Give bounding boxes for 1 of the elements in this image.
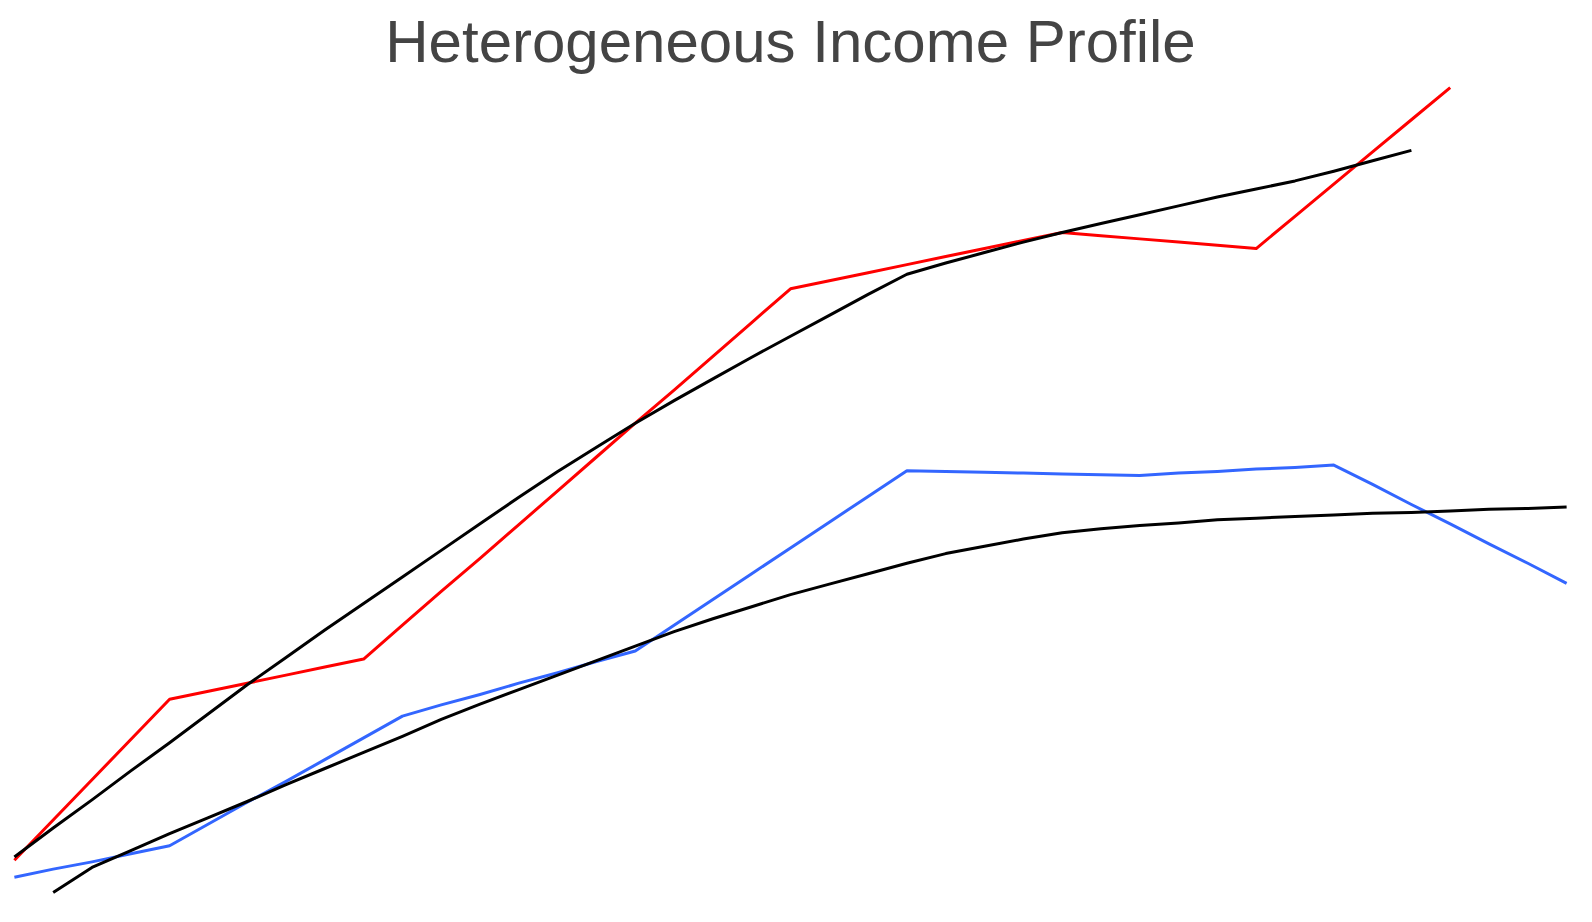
chart-title: Heterogeneous Income Profile [385, 7, 1196, 75]
